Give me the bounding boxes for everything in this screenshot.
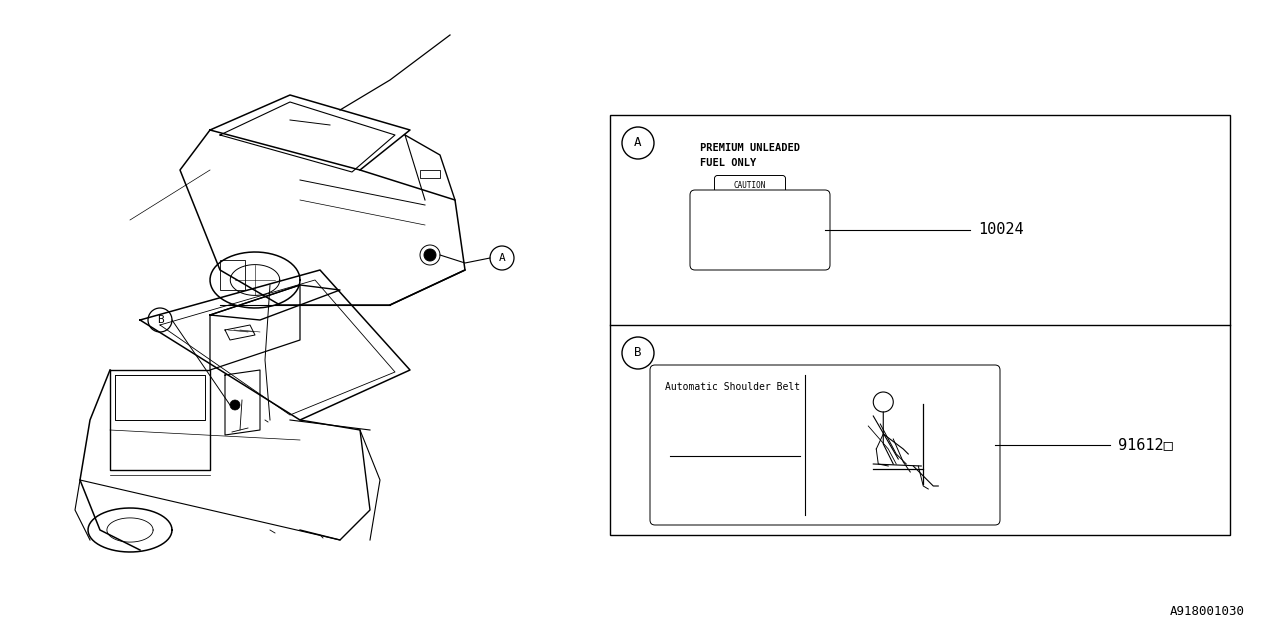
Text: B: B bbox=[635, 346, 641, 360]
FancyBboxPatch shape bbox=[650, 365, 1000, 525]
Text: PREMIUM UNLEADED: PREMIUM UNLEADED bbox=[700, 143, 800, 153]
Text: B: B bbox=[156, 315, 164, 325]
Text: Automatic Shoulder Belt: Automatic Shoulder Belt bbox=[666, 382, 800, 392]
FancyBboxPatch shape bbox=[714, 175, 786, 195]
Circle shape bbox=[230, 400, 241, 410]
Text: CAUTION: CAUTION bbox=[733, 180, 767, 189]
Text: A: A bbox=[635, 136, 641, 150]
FancyBboxPatch shape bbox=[690, 190, 829, 270]
Text: 10024: 10024 bbox=[978, 223, 1024, 237]
Bar bbox=[420, 170, 440, 178]
Bar bbox=[611, 115, 1230, 535]
Text: FUEL ONLY: FUEL ONLY bbox=[700, 158, 756, 168]
Circle shape bbox=[424, 249, 436, 261]
Bar bbox=[220, 260, 244, 290]
Text: 91612□: 91612□ bbox=[1117, 438, 1172, 452]
Text: A: A bbox=[499, 253, 506, 263]
Text: A918001030: A918001030 bbox=[1170, 605, 1245, 618]
